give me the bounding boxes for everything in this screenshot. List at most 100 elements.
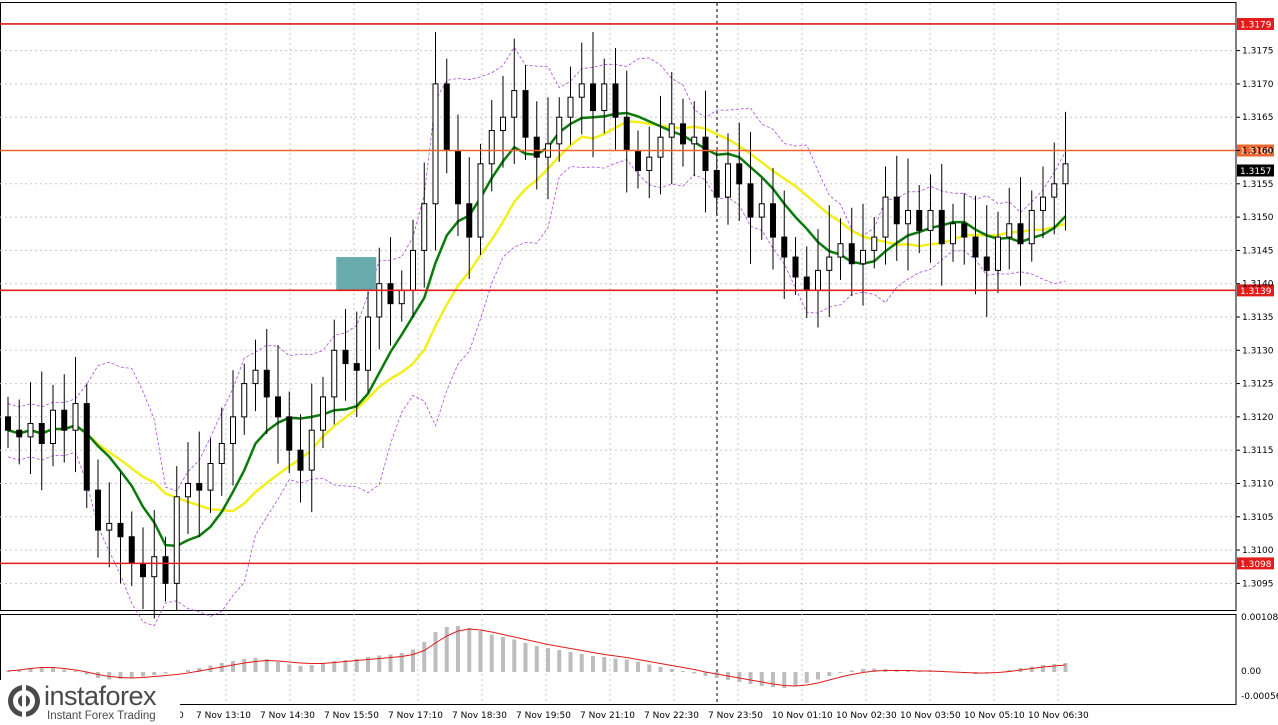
macd-panel (6, 626, 1068, 688)
candle-body (488, 130, 495, 165)
candle-body (353, 363, 360, 371)
level-lines: 1.3179 1.3160 1.3139 1.3098 1.3157 (0, 17, 1274, 570)
candle-body (826, 256, 833, 271)
candle-body (387, 283, 394, 305)
candle-body (140, 562, 146, 578)
price-tick-label: 1.3130 (1242, 346, 1274, 356)
candle-body (1028, 209, 1035, 245)
candle-body (995, 236, 1001, 271)
price-tick-label: 1.3150 (1242, 213, 1274, 223)
current-price-tag (1237, 164, 1274, 177)
price-tick-label: 1.3165 (1242, 113, 1274, 123)
candle-body (83, 403, 90, 491)
time-tick-label: 10 Nov 03:50 (900, 711, 961, 721)
price-tick-label: 1.3115 (1242, 446, 1274, 456)
time-tick-label: 10 Nov 05:10 (964, 711, 1025, 721)
candle-body (781, 236, 788, 258)
price-tick-label: 1.3170 (1242, 80, 1274, 90)
candle-body (893, 196, 900, 225)
candle-body (207, 462, 214, 491)
axes: 1.3095 1.3100 1.3105 1.3110 1.3115 1.3120 1.31… (178, 47, 1278, 721)
candle-body (792, 256, 799, 278)
candle-body (263, 369, 270, 398)
candle-body (556, 116, 563, 145)
time-tick-label: 10 Nov 01:10 (772, 711, 833, 721)
candle-body (578, 83, 585, 98)
candle-body (567, 96, 574, 118)
time-tick-label: 7 Nov 22:30 (644, 711, 699, 721)
instaforex-logo-icon (8, 683, 40, 719)
candle-body (882, 196, 889, 238)
candle-body (95, 489, 101, 531)
candle-body (500, 116, 506, 132)
candle-body (803, 276, 810, 291)
candle-body (972, 236, 979, 258)
candle-body (286, 416, 293, 451)
level-price-tag (1237, 557, 1274, 570)
candle-body (680, 123, 686, 145)
candle-body (860, 249, 866, 265)
candle-body (758, 203, 765, 218)
price-tick-label: 1.3140 (1242, 280, 1274, 290)
price-tick-label: 1.3110 (1242, 479, 1274, 489)
candle-body (342, 349, 349, 365)
candle-body (320, 396, 326, 431)
candle-body (747, 183, 754, 218)
candle-body (725, 163, 731, 198)
price-tick-label: 1.3105 (1242, 513, 1274, 523)
macd-tick-label: 0.00 (1241, 667, 1261, 677)
macd-tick-label: 0.00108 (1241, 613, 1278, 623)
candle-body (275, 396, 281, 418)
candle-body (230, 416, 236, 445)
time-tick-label: 7 Nov 19:50 (516, 711, 571, 721)
candle-body (196, 482, 203, 491)
candle-body (668, 123, 675, 138)
band (7, 46, 1066, 492)
candle-body (511, 90, 518, 118)
candle-body (61, 409, 68, 431)
candle-body (871, 236, 878, 251)
candle-body (905, 209, 911, 225)
candle-body (1051, 183, 1058, 198)
candle-body (117, 522, 124, 538)
candle-body (38, 423, 45, 445)
candle-body (398, 289, 405, 305)
candle-body (533, 136, 540, 158)
candle-body (938, 209, 945, 245)
candle-body (443, 83, 450, 152)
candle-body (185, 482, 191, 498)
candle-body (331, 349, 338, 398)
time-tick-label: 10 Nov 06:30 (1028, 711, 1089, 721)
level-price-label: 1.3139 (1240, 287, 1272, 297)
candle-body (1062, 163, 1069, 185)
candle-body (657, 136, 664, 158)
candle-body (590, 83, 596, 112)
level-price-label: 1.3098 (1240, 560, 1272, 570)
time-tick-label: 7 Nov 21:10 (580, 711, 635, 721)
candle-body (376, 283, 383, 318)
level-price-label: 1.3160 (1240, 147, 1272, 157)
time-tick-label: 7 Nov 14:30 (260, 711, 315, 721)
time-tick-label: 0 (178, 711, 184, 721)
macd-tick-label: -0.00056 (1241, 692, 1278, 702)
time-tick-label: 7 Nov 15:50 (324, 711, 379, 721)
candle-body (961, 223, 968, 238)
candle-body (128, 536, 135, 564)
time-tick-label: 7 Nov 17:10 (388, 711, 443, 721)
time-tick-label: 7 Nov 18:30 (452, 711, 507, 721)
time-tick-label: 10 Nov 02:30 (836, 711, 897, 721)
candle-body (162, 556, 169, 584)
candle-body (837, 243, 844, 258)
candle-body (815, 269, 821, 291)
candle-body (601, 83, 608, 112)
candle-body (691, 136, 698, 145)
candle-body (635, 150, 641, 171)
candle-body (916, 209, 923, 231)
instaforex-logo: instaforex Instant Forex Trading (0, 680, 180, 725)
candle-body (72, 403, 79, 431)
candle-body (308, 429, 315, 471)
price-tick-label: 1.3160 (1242, 147, 1274, 157)
candle-body (455, 150, 461, 205)
chart-grid (0, 2, 1237, 705)
